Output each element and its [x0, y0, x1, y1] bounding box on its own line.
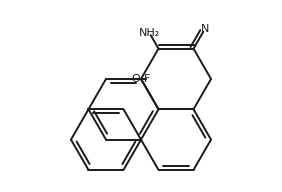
Text: N: N [201, 24, 209, 34]
Text: O: O [132, 74, 140, 84]
Text: F: F [144, 74, 150, 84]
Text: NH₂: NH₂ [139, 28, 160, 38]
